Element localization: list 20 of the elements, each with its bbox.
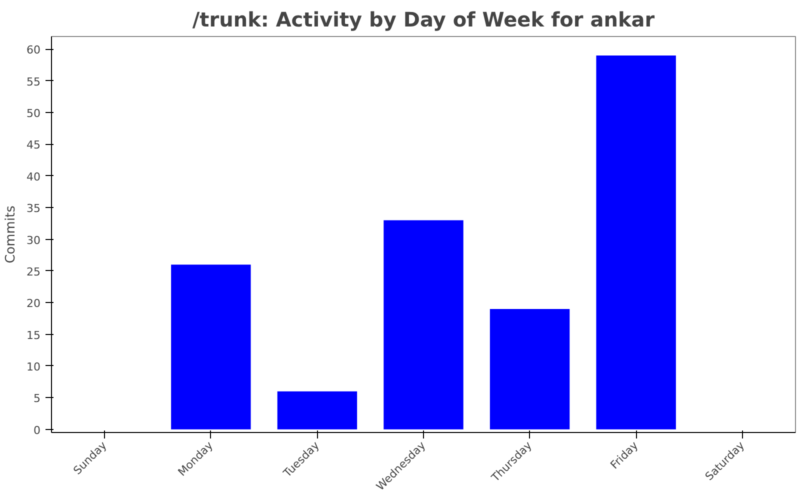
bar bbox=[277, 391, 358, 430]
bar bbox=[490, 308, 570, 430]
y-tick-label: 40 bbox=[26, 170, 41, 184]
y-tick-label: 0 bbox=[34, 424, 40, 437]
y-tick-label: 30 bbox=[26, 234, 41, 247]
bar bbox=[384, 220, 464, 430]
y-axis-title: Commits bbox=[4, 205, 19, 264]
y-tick-label: 50 bbox=[26, 107, 41, 120]
y-tick-label: 35 bbox=[26, 202, 41, 216]
bar bbox=[171, 264, 251, 430]
y-tick-label: 45 bbox=[26, 138, 41, 152]
y-tick-label: 5 bbox=[34, 392, 40, 406]
y-tick-label: 25 bbox=[26, 265, 41, 278]
y-tick-label: 55 bbox=[26, 75, 41, 88]
chart-title: /trunk: Activity by Day of Week for ankar bbox=[192, 8, 655, 32]
y-tick-label: 60 bbox=[26, 44, 41, 57]
y-tick-label: 15 bbox=[26, 328, 41, 342]
bar bbox=[596, 56, 676, 430]
y-tick-label: 20 bbox=[26, 297, 41, 310]
y-tick-label: 10 bbox=[26, 360, 41, 374]
